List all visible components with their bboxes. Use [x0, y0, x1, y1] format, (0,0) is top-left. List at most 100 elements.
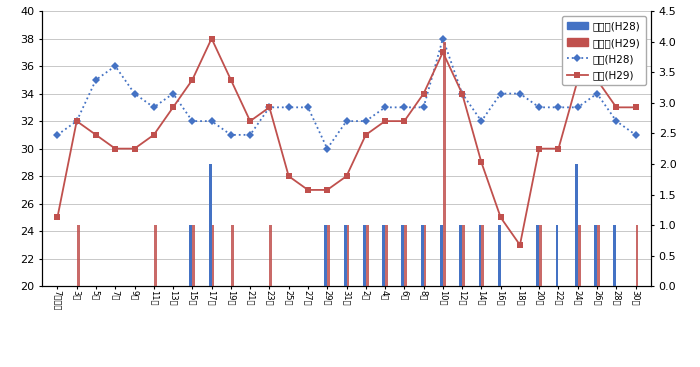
Bar	[231, 225, 234, 286]
気温(H28)	[150, 105, 158, 109]
Bar	[498, 225, 500, 286]
気温(H28)	[227, 132, 235, 137]
Bar	[324, 225, 327, 286]
気温(H29)	[246, 119, 254, 123]
気温(H29)	[381, 119, 389, 123]
Line: 気温(H29): 気温(H29)	[55, 36, 638, 248]
気温(H29)	[362, 132, 370, 137]
Bar	[443, 41, 446, 286]
気温(H28)	[323, 146, 331, 151]
気温(H29)	[631, 105, 640, 109]
Bar	[154, 225, 157, 286]
Bar	[539, 225, 542, 286]
気温(H29)	[342, 174, 351, 178]
気温(H29)	[188, 77, 197, 82]
Bar	[190, 225, 193, 286]
Bar	[421, 225, 424, 286]
気温(H28)	[169, 91, 177, 96]
Bar	[401, 225, 405, 286]
Bar	[211, 225, 214, 286]
Bar	[405, 225, 407, 286]
気温(H28)	[458, 91, 466, 96]
気温(H28)	[342, 119, 351, 123]
Bar	[363, 225, 366, 286]
気温(H29)	[593, 77, 601, 82]
気温(H28)	[477, 119, 486, 123]
Bar	[209, 164, 211, 286]
Bar	[556, 225, 559, 286]
気温(H29)	[554, 146, 563, 151]
Bar	[536, 225, 539, 286]
Bar	[613, 225, 616, 286]
Bar	[424, 225, 426, 286]
Bar	[636, 225, 638, 286]
Bar	[385, 225, 388, 286]
Bar	[578, 225, 581, 286]
気温(H29)	[111, 146, 120, 151]
Bar	[479, 225, 482, 286]
気温(H28)	[439, 36, 447, 41]
気温(H28)	[53, 132, 62, 137]
Bar	[462, 225, 465, 286]
気温(H28)	[284, 105, 293, 109]
気温(H28)	[381, 105, 389, 109]
気温(H29)	[419, 91, 428, 96]
Bar	[597, 225, 600, 286]
気温(H28)	[265, 105, 274, 109]
気温(H29)	[284, 174, 293, 178]
気温(H29)	[130, 146, 139, 151]
気温(H29)	[400, 119, 409, 123]
気温(H28)	[554, 105, 563, 109]
気温(H28)	[631, 132, 640, 137]
Bar	[270, 225, 272, 286]
Bar	[440, 225, 443, 286]
気温(H28)	[612, 119, 620, 123]
気温(H29)	[150, 132, 158, 137]
Bar	[77, 225, 80, 286]
気温(H28)	[92, 77, 100, 82]
Bar	[366, 225, 369, 286]
気温(H29)	[323, 188, 331, 192]
Legend: 死亡者(H28), 死亡者(H29), 気温(H28), 気温(H29): 死亡者(H28), 死亡者(H29), 気温(H28), 気温(H29)	[561, 16, 646, 86]
気温(H29)	[477, 160, 486, 164]
Bar	[482, 225, 484, 286]
気温(H29)	[53, 215, 62, 219]
気温(H28)	[130, 91, 139, 96]
気温(H29)	[304, 188, 312, 192]
気温(H28)	[304, 105, 312, 109]
Bar	[382, 225, 385, 286]
気温(H28)	[111, 64, 120, 68]
Bar	[193, 225, 195, 286]
気温(H29)	[458, 91, 466, 96]
気温(H29)	[612, 105, 620, 109]
Bar	[459, 225, 462, 286]
気温(H29)	[227, 77, 235, 82]
Line: 気温(H28): 気温(H28)	[55, 35, 638, 152]
気温(H29)	[496, 215, 505, 219]
Bar	[594, 225, 597, 286]
気温(H28)	[400, 105, 409, 109]
気温(H29)	[73, 119, 81, 123]
気温(H29)	[92, 132, 100, 137]
Bar	[344, 225, 346, 286]
気温(H29)	[207, 36, 216, 41]
気温(H28)	[188, 119, 197, 123]
気温(H28)	[207, 119, 216, 123]
Bar	[575, 164, 577, 286]
Bar	[346, 225, 349, 286]
Bar	[327, 225, 330, 286]
気温(H28)	[73, 119, 81, 123]
気温(H28)	[573, 105, 582, 109]
気温(H29)	[516, 243, 524, 247]
気温(H29)	[265, 105, 274, 109]
気温(H28)	[516, 91, 524, 96]
気温(H28)	[246, 132, 254, 137]
気温(H28)	[496, 91, 505, 96]
気温(H28)	[362, 119, 370, 123]
気温(H28)	[535, 105, 543, 109]
気温(H29)	[169, 105, 177, 109]
気温(H29)	[573, 77, 582, 82]
気温(H29)	[535, 146, 543, 151]
気温(H28)	[419, 105, 428, 109]
気温(H29)	[439, 50, 447, 54]
